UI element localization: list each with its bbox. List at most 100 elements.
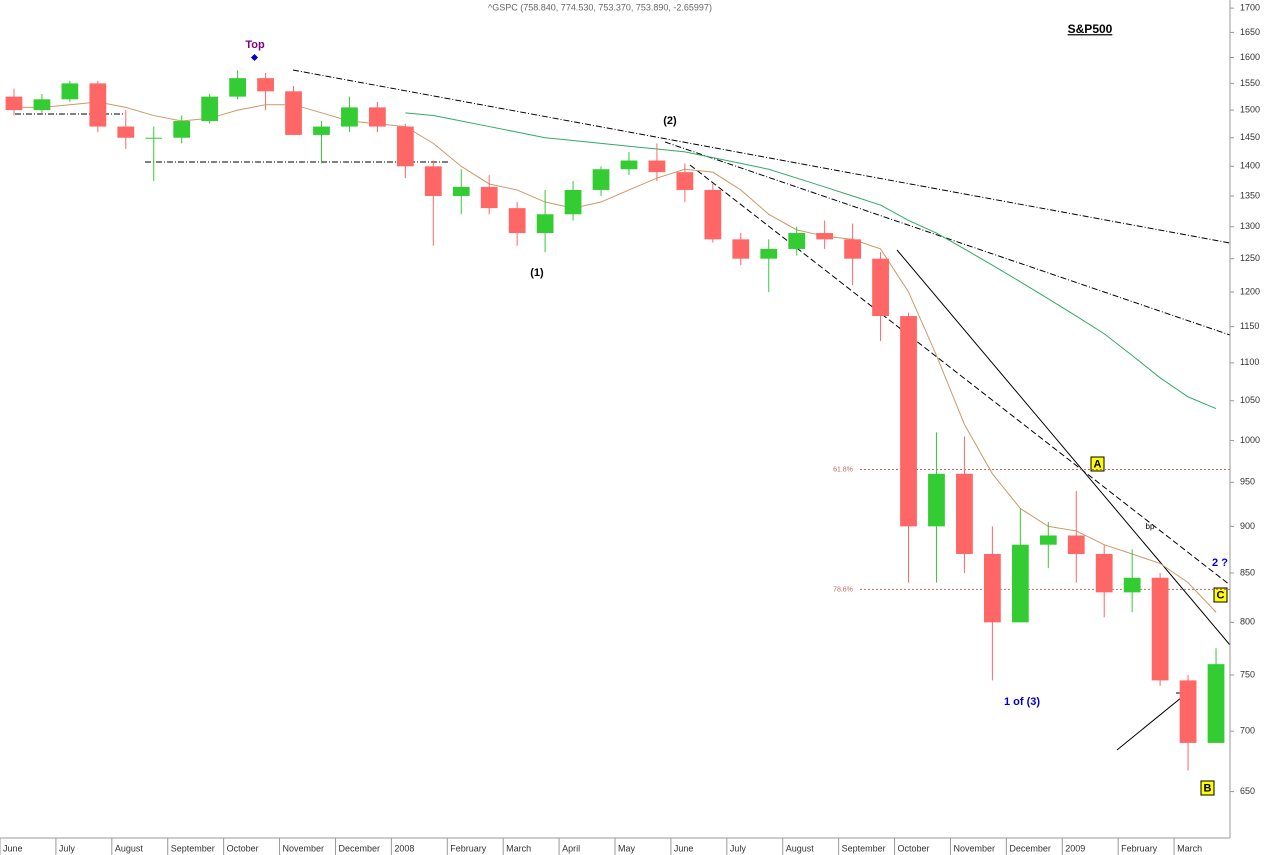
y-tick-label: 1600: [1240, 52, 1260, 62]
candle-body: [928, 473, 945, 527]
y-tick-label: 1250: [1240, 253, 1260, 263]
trendline: [689, 164, 1231, 586]
trendline: [664, 141, 1231, 336]
y-tick-label: 1650: [1240, 27, 1260, 37]
x-tick-label: September: [171, 843, 215, 853]
candle-body: [536, 214, 554, 234]
annotation: C: [1217, 589, 1225, 601]
candle-body: [564, 189, 582, 215]
candle-body: [480, 186, 498, 209]
y-tick-label: 1350: [1240, 190, 1260, 200]
candle-body: [424, 166, 442, 196]
y-tick-label: 1300: [1240, 221, 1260, 231]
chart-header: ^GSPC (758.840, 774.530, 753.370, 753.89…: [488, 2, 712, 12]
x-tick-label: May: [618, 843, 636, 853]
y-tick-label: 1200: [1240, 286, 1260, 296]
annotation: B: [1204, 782, 1212, 794]
y-tick-label: 750: [1240, 669, 1255, 679]
y-tick-label: 1700: [1240, 2, 1260, 12]
y-tick-label: 1050: [1240, 395, 1260, 405]
x-tick-label: December: [338, 843, 380, 853]
y-tick-label: 1100: [1240, 357, 1259, 367]
x-tick-label: March: [1177, 843, 1202, 853]
x-tick-label: October: [898, 843, 930, 853]
x-tick-label: 2009: [1065, 843, 1085, 853]
candle-body: [229, 78, 246, 97]
x-tick-label: December: [1009, 843, 1051, 853]
y-tick-label: 1500: [1240, 104, 1260, 114]
moving-average: [13, 101, 1217, 613]
x-tick-label: February: [450, 843, 487, 853]
candle-body: [704, 189, 722, 240]
y-tick-label: 900: [1240, 521, 1255, 531]
candle-body: [1207, 664, 1225, 743]
fib-label: 61.8%: [833, 466, 853, 473]
y-tick-label: 1550: [1240, 78, 1260, 88]
candle-body: [844, 239, 861, 259]
candle-body: [313, 126, 330, 135]
y-tick-label: 1150: [1240, 321, 1259, 331]
trendlines: [15, 69, 1231, 751]
label-box: [1090, 456, 1105, 472]
y-tick-label: 700: [1240, 726, 1255, 736]
candle-body: [788, 233, 806, 249]
candle-body: [61, 83, 79, 100]
trendline: [896, 249, 1231, 646]
label-box: [1200, 780, 1215, 796]
y-tick-label: 850: [1240, 567, 1255, 577]
candle-body: [592, 169, 610, 190]
candle-body: [201, 96, 219, 122]
x-tick-label: November: [283, 843, 325, 853]
x-tick-label: July: [59, 843, 76, 853]
label-box: [1213, 587, 1228, 603]
candle-body: [732, 239, 750, 259]
x-tick-label: June: [674, 843, 694, 853]
candle-body: [369, 107, 386, 127]
candle-body: [676, 172, 694, 190]
y-tick-label: 950: [1240, 477, 1255, 487]
annotation: (2): [663, 115, 677, 127]
x-tick-label: August: [115, 843, 144, 853]
candle-body: [173, 121, 191, 138]
candle-body: [648, 160, 666, 173]
candle-body: [341, 107, 358, 127]
x-tick-label: 2008: [394, 843, 414, 853]
annotation: (1): [530, 267, 544, 279]
candle-body: [872, 258, 889, 317]
candle-body: [1123, 577, 1141, 593]
annotations: Top (2) (1) 1 of (3) 2 ? A C B bp: [245, 39, 1228, 796]
chart-title: S&P500: [1068, 22, 1113, 36]
y-tick-label: 650: [1240, 786, 1255, 796]
x-tick-label: July: [730, 843, 747, 853]
x-tick-label: October: [227, 843, 259, 853]
x-tick-label: March: [506, 843, 531, 853]
candle-body: [285, 91, 302, 135]
candle-body: [984, 554, 1001, 623]
marker: [250, 53, 259, 62]
candle-body: [816, 233, 834, 240]
x-tick-label: February: [1121, 843, 1158, 853]
candle-body: [1067, 535, 1085, 555]
x-tick-label: April: [562, 843, 580, 853]
y-tick-label: 1000: [1240, 435, 1260, 445]
candle-body: [1011, 544, 1029, 623]
candle-body: [1179, 680, 1197, 743]
candle-body: [257, 78, 274, 92]
annotation: A: [1094, 458, 1102, 470]
candle-body: [396, 126, 414, 167]
annotation: 1 of (3): [1004, 696, 1040, 708]
x-tick-label: September: [842, 843, 886, 853]
candle-body: [1039, 535, 1057, 545]
candle-body: [900, 316, 917, 527]
arrow: [1116, 692, 1188, 751]
fib-label: 78.6%: [833, 586, 853, 593]
candle-body: [452, 186, 470, 196]
candle-body: [33, 99, 51, 111]
annotation: Top: [245, 39, 265, 51]
y-tick-label: 1400: [1240, 161, 1260, 171]
y-tick-label: 800: [1240, 617, 1255, 627]
candle-body: [508, 208, 526, 234]
annotation: bp: [1146, 522, 1155, 531]
moving-average: [405, 112, 1217, 410]
